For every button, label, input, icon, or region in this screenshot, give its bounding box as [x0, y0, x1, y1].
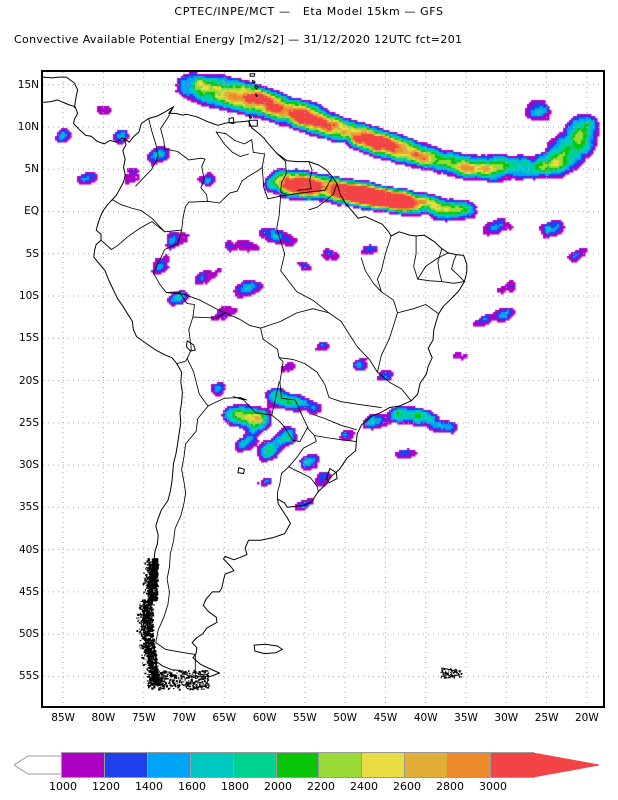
x-tick-label: 80W — [91, 712, 116, 724]
cape-field-raster — [43, 72, 603, 706]
colorbar-swatch — [232, 752, 277, 778]
colorbar: 1000 1200 1400 1600 1800 2000 2200 2400 2600 2800… — [0, 748, 618, 798]
colorbar-tick-labels: 1000 1200 1400 1600 1800 2000 2200 2400 2600 2800… — [0, 780, 618, 798]
colorbar-tick-label: 2000 — [264, 780, 292, 793]
colorbar-tick-label: 1800 — [221, 780, 249, 793]
page-title: CPTEC/INPE/MCT — Eta Model 15km — GFS — [174, 5, 444, 18]
y-tick-label: 5N — [24, 163, 39, 176]
colorbar-swatch — [318, 752, 363, 778]
colorbar-swatch — [404, 752, 449, 778]
y-tick-label: 30S — [18, 459, 39, 472]
colorbar-tick-label: 1400 — [135, 780, 163, 793]
y-axis: 15N 10N 5N EQ 5S 10S 15S 20S 25S 30S 35S 40S 45S 50S 5… — [0, 70, 39, 708]
y-tick-label: 5S — [25, 247, 39, 260]
map-overlay — [43, 72, 603, 706]
y-tick-label: 50S — [18, 628, 39, 641]
map-plot-area — [43, 72, 603, 706]
colorbar-swatch — [61, 752, 105, 778]
map-coastlines — [43, 73, 468, 677]
y-tick-label: 35S — [18, 501, 39, 514]
y-tick-label: 15N — [17, 78, 39, 91]
colorbar-swatch — [447, 752, 492, 778]
x-tick-label: 55W — [292, 712, 317, 724]
colorbar-swatch — [361, 752, 406, 778]
colorbar-tick-label: 1200 — [92, 780, 120, 793]
colorbar-tick-label: 2600 — [393, 780, 421, 793]
map-gridlines — [43, 72, 603, 706]
colorbar-swatch — [189, 752, 234, 778]
y-tick-label: EQ — [24, 205, 39, 218]
y-tick-label: 40S — [18, 543, 39, 556]
colorbar-tick-label: 3000 — [479, 780, 507, 793]
y-tick-label: 20S — [18, 374, 39, 387]
x-tick-label: 50W — [333, 712, 358, 724]
colorbar-tick-label: 1000 — [49, 780, 77, 793]
x-tick-label: 35W — [454, 712, 478, 724]
colorbar-over-arrow — [533, 752, 599, 778]
y-tick-label: 55S — [18, 670, 39, 683]
colorbar-tick-label: 1600 — [178, 780, 206, 793]
colorbar-swatches — [61, 752, 534, 778]
colorbar-swatch — [490, 752, 534, 778]
x-tick-label: 20W — [575, 712, 599, 724]
x-tick-label: 65W — [212, 712, 237, 724]
x-tick-label: 60W — [252, 712, 277, 724]
x-tick-label: 40W — [413, 712, 438, 724]
colorbar-swatch — [103, 752, 148, 778]
colorbar-swatch — [275, 752, 320, 778]
x-tick-label: 25W — [534, 712, 559, 724]
x-axis: 85W 80W 75W 70W 65W 60W 55W 50W 45W 40W 35W 30W 25W 2… — [41, 712, 605, 730]
x-tick-label: 45W — [373, 712, 398, 724]
y-tick-label: 10S — [18, 290, 39, 302]
x-tick-label: 75W — [131, 712, 156, 724]
y-tick-label: 15S — [18, 332, 39, 345]
y-tick-label: 10N — [17, 120, 39, 133]
x-tick-label: 70W — [172, 712, 196, 724]
colorbar-tick-label: 2800 — [436, 780, 464, 793]
colorbar-swatch — [146, 752, 191, 778]
x-tick-label: 85W — [51, 712, 76, 724]
patagonia-archipelago — [136, 558, 463, 691]
colorbar-tick-label: 2200 — [307, 780, 335, 793]
colorbar-tick-label: 2400 — [350, 780, 378, 793]
y-tick-label: 45S — [18, 585, 39, 598]
page-subtitle: Convective Available Potential Energy [m… — [14, 33, 463, 46]
map-plot-frame — [41, 70, 605, 708]
y-tick-label: 25S — [18, 416, 39, 429]
colorbar-under-arrow — [14, 755, 62, 775]
x-tick-label: 30W — [494, 712, 519, 724]
